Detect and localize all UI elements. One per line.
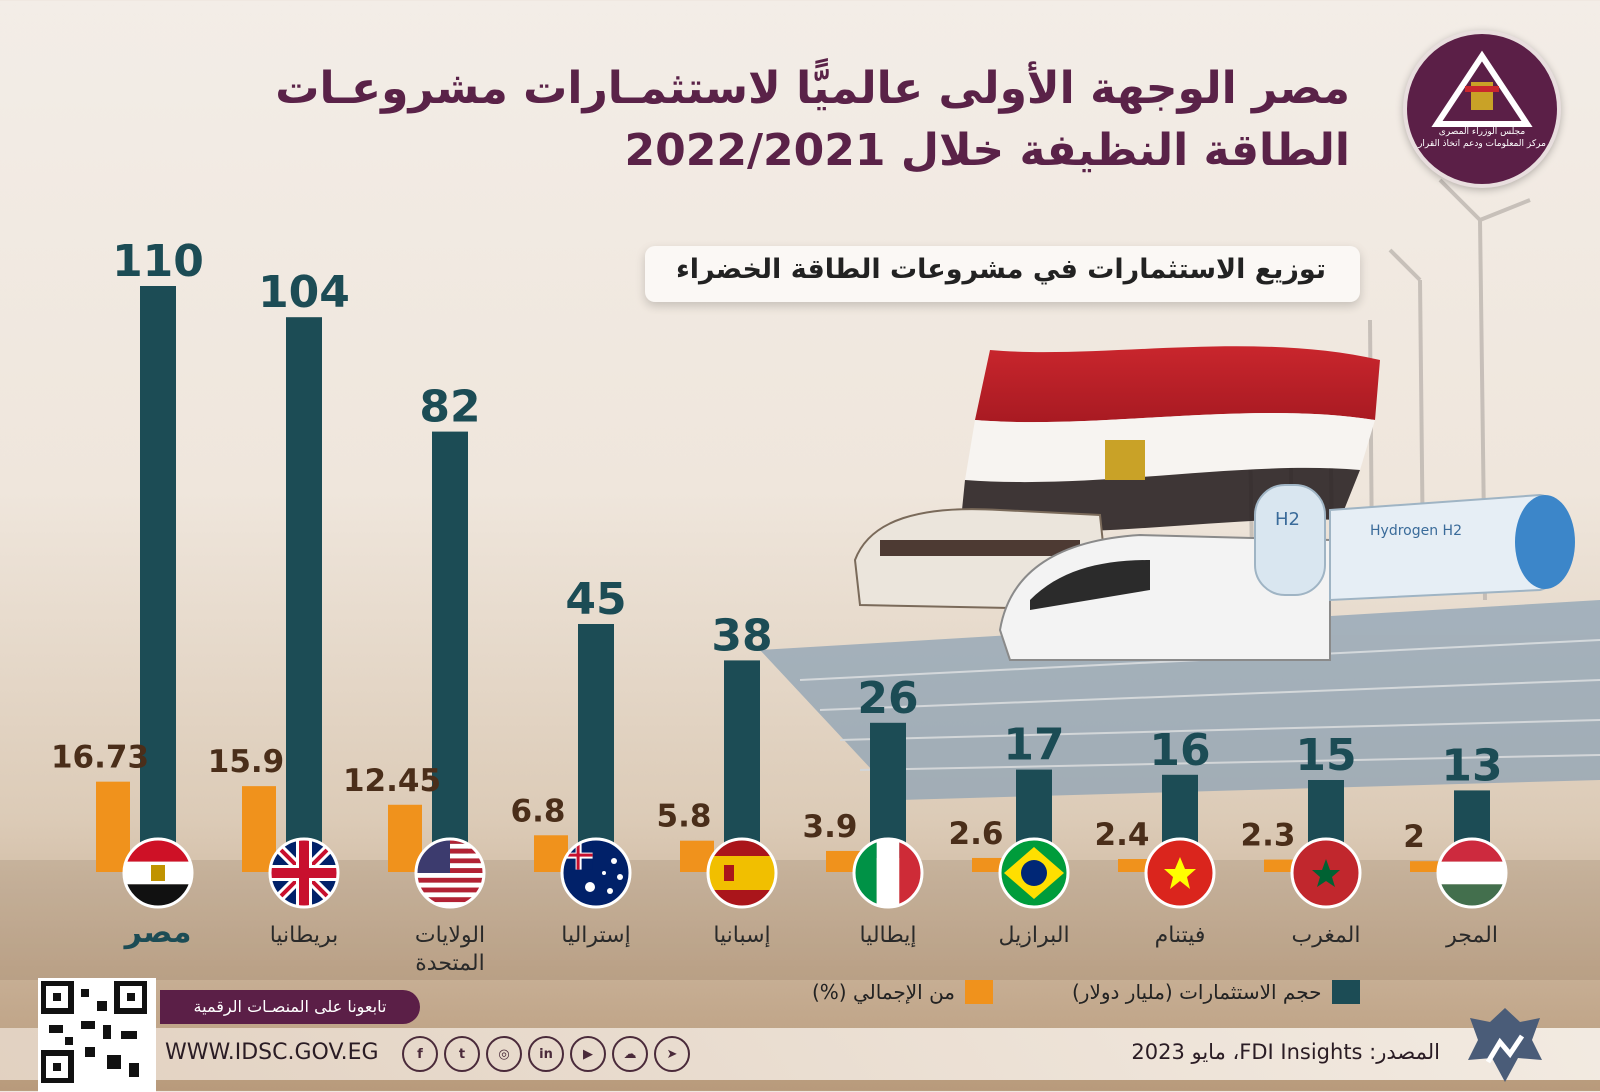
investment-value-label: 104	[258, 267, 350, 318]
qr-code[interactable]	[38, 978, 156, 1092]
investment-bar	[724, 660, 760, 858]
investment-value-label: 110	[112, 236, 204, 287]
idsc-logo: مجلس الوزراء المصرى مركز المعلومات ودعم …	[1403, 30, 1561, 188]
share-value-label: 15.9	[208, 744, 285, 780]
subtitle-box: توزيع الاستثمارات في مشروعات الطاقة الخض…	[645, 246, 1360, 302]
qr-code-icon	[40, 980, 148, 1084]
share-bar	[96, 781, 130, 872]
share-bar	[1410, 861, 1444, 872]
share-value-label: 12.45	[343, 763, 441, 799]
vietnam-flag-icon	[1146, 839, 1214, 907]
category-label: المجر	[1445, 923, 1498, 948]
investment-bar	[578, 624, 614, 858]
category-label: فيتنام	[1155, 923, 1206, 948]
category-label: المغرب	[1292, 923, 1361, 948]
flag-ring	[414, 837, 486, 909]
investment-bar	[286, 317, 322, 858]
legend-investment-swatch	[1331, 980, 1360, 1004]
share-value-label: 6.8	[511, 793, 566, 829]
category-label: إيطاليا	[859, 923, 916, 948]
share-value-label: 16.73	[51, 740, 149, 776]
category-label: إستراليا	[561, 923, 630, 948]
share-bar	[1264, 859, 1298, 872]
flag-ring	[998, 837, 1070, 909]
legend-share-swatch	[965, 980, 994, 1004]
share-bar	[388, 804, 422, 872]
flag-ring	[1290, 837, 1362, 909]
investment-value-label: 45	[565, 574, 626, 625]
share-value-label: 5.8	[657, 799, 712, 835]
investment-value-label: 38	[711, 610, 772, 661]
legend-investment-label: حجم الاستثمارات (مليار دولار)	[1072, 980, 1322, 1004]
legend-share: من الإجمالي (%)	[812, 980, 994, 1004]
instagram-icon[interactable]: ◎	[486, 1036, 522, 1072]
flag-ring	[1436, 837, 1508, 909]
investment-bar-chart: 110 16.73 مصر 104 15.9 بريطانيا 82 12.45 الولايا…	[51, 236, 1508, 976]
twitter-icon[interactable]: t	[444, 1036, 480, 1072]
flag-ring	[852, 837, 924, 909]
flag-ring	[706, 837, 778, 909]
soundcloud-icon[interactable]: ☁	[612, 1036, 648, 1072]
telegram-icon[interactable]: ➤	[654, 1036, 690, 1072]
share-value-label: 3.9	[803, 809, 858, 845]
share-value-label: 2	[1403, 819, 1425, 855]
legend-share-label: من الإجمالي (%)	[812, 980, 956, 1004]
share-bar	[1118, 859, 1152, 872]
social-icons: f t ◎ in ▶ ☁ ➤	[402, 1036, 690, 1072]
idsc-bird-icon	[1468, 1008, 1542, 1082]
investment-value-label: 15	[1295, 730, 1356, 781]
usa-flag-icon	[416, 839, 484, 907]
pyramid-eagle-icon	[1431, 50, 1533, 127]
share-bar	[972, 857, 1006, 872]
title-line-1: مصر الوجهة الأولى عالميًّا لاستثمـارات م…	[275, 63, 1350, 114]
morocco-flag-icon	[1292, 839, 1360, 907]
flag-ring	[122, 837, 194, 909]
website-link[interactable]: WWW.IDSC.GOV.EG	[165, 1040, 379, 1065]
flag-ring	[1144, 837, 1216, 909]
investment-value-label: 82	[419, 382, 480, 433]
investment-bar	[140, 286, 176, 858]
chart-subtitle: توزيع الاستثمارات في مشروعات الطاقة الخض…	[676, 254, 1326, 285]
category-label: بريطانيا	[270, 923, 339, 948]
investment-value-label: 13	[1441, 740, 1502, 791]
category-label: البرازيل	[998, 923, 1069, 948]
youtube-icon[interactable]: ▶	[570, 1036, 606, 1072]
uk-flag-icon	[270, 839, 338, 907]
source-note: المصدر: FDI Insights، مايو 2023	[1131, 1040, 1440, 1064]
brazil-flag-icon	[1000, 839, 1068, 907]
legend-investment: حجم الاستثمارات (مليار دولار)	[1072, 980, 1360, 1004]
facebook-icon[interactable]: f	[402, 1036, 438, 1072]
flag-ring	[268, 837, 340, 909]
share-bar	[242, 786, 276, 872]
share-value-label: 2.4	[1095, 817, 1150, 853]
category-label: مصر	[123, 915, 192, 950]
title-line-2: الطاقة النظيفة خلال 2022/2021	[624, 125, 1350, 176]
investment-bar	[432, 431, 468, 858]
category-label: الولايات المتحدة	[415, 923, 485, 976]
logo-line-2: مركز المعلومات ودعم اتخاذ القرار	[1418, 139, 1546, 149]
share-value-label: 2.6	[949, 816, 1004, 852]
logo-line-1: مجلس الوزراء المصرى	[1438, 127, 1526, 137]
category-label: إسبانيا	[713, 923, 770, 948]
investment-value-label: 17	[1003, 720, 1064, 771]
investment-value-label: 16	[1149, 725, 1210, 776]
share-bar	[826, 850, 860, 872]
footer-bar	[0, 1028, 1600, 1080]
investment-bar	[870, 722, 906, 858]
investment-value-label: 26	[857, 673, 918, 724]
share-value-label: 2.3	[1241, 818, 1296, 854]
follow-us-banner: تابعونا على المنصـات الرقمية	[160, 990, 420, 1024]
flag-ring	[560, 837, 632, 909]
page-title: مصر الوجهة الأولى عالميًّا لاستثمـارات م…	[250, 58, 1350, 182]
linkedin-icon[interactable]: in	[528, 1036, 564, 1072]
